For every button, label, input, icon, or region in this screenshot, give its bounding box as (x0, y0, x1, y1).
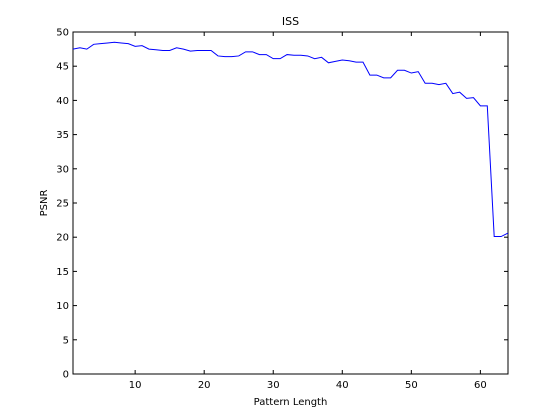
x-tick-label: 30 (267, 380, 280, 391)
x-tick-label: 20 (198, 380, 211, 391)
y-axis-label: PSNR (39, 190, 50, 217)
plot-area (72, 31, 509, 375)
x-tick-label: 50 (405, 380, 418, 391)
psnr-series-line (72, 41, 509, 238)
x-axis-label: Pattern Length (254, 397, 328, 408)
y-tick-label: 0 (63, 370, 69, 381)
y-tick-label: 40 (56, 96, 69, 107)
y-tick-label: 10 (56, 301, 69, 312)
y-tick-label: 15 (56, 267, 69, 278)
y-tick-label: 20 (56, 233, 69, 244)
y-tick-label: 35 (56, 130, 69, 141)
chart-title: ISS (282, 15, 299, 28)
y-axis: 0 5 10 15 20 25 30 35 40 45 50 (56, 28, 508, 381)
x-tick-label: 60 (474, 380, 487, 391)
y-tick-label: 45 (56, 62, 69, 73)
y-tick-label: 25 (56, 199, 69, 210)
y-tick-label: 5 (63, 335, 69, 346)
x-tick-label: 40 (336, 380, 349, 391)
x-tick-label: 10 (129, 380, 142, 391)
y-tick-label: 50 (56, 28, 69, 39)
x-axis: 10 20 30 40 50 60 (129, 32, 487, 391)
y-tick-label: 30 (56, 164, 69, 175)
